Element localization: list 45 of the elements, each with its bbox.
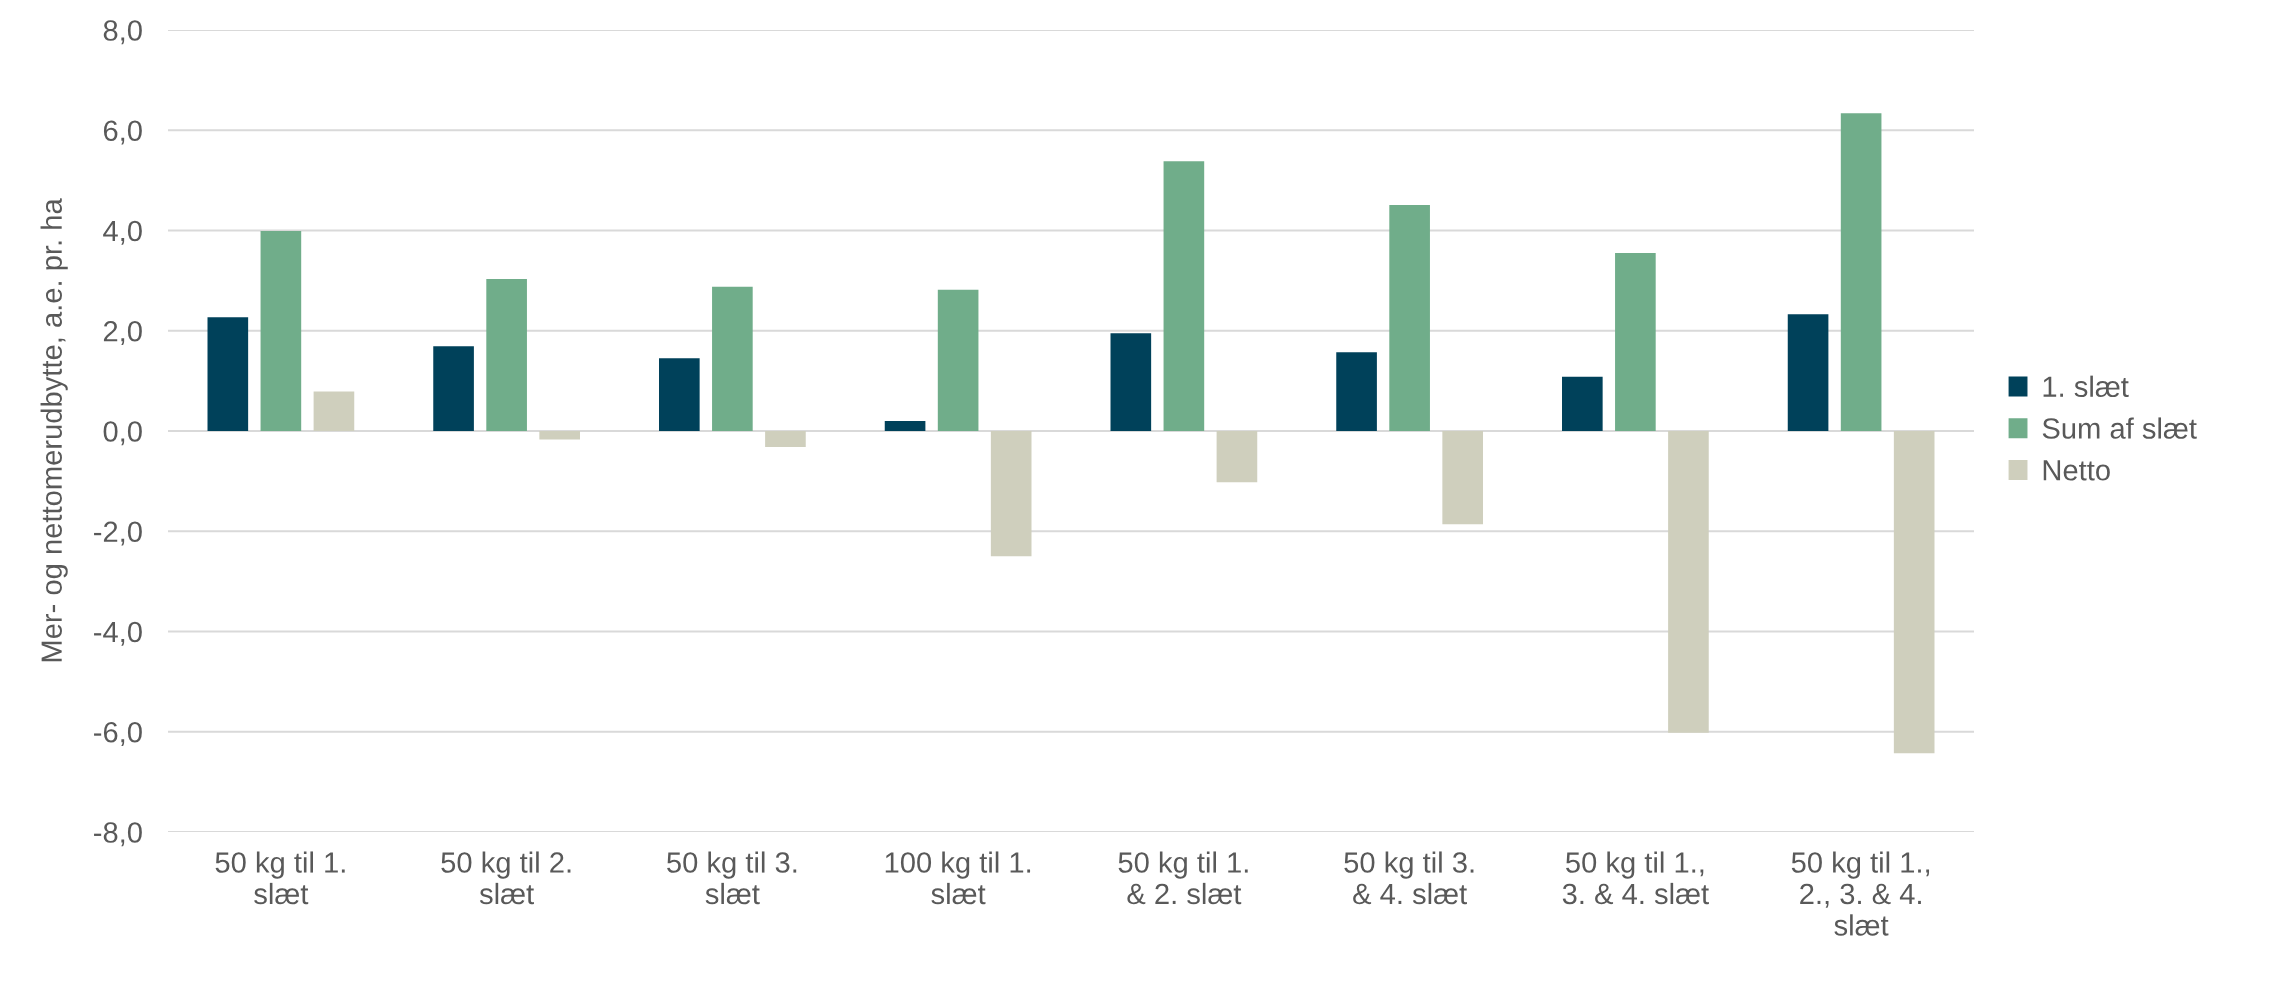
bar bbox=[207, 317, 249, 431]
y-axis-title: Mer- og nettomerudbytte, a.e. pr. ha bbox=[40, 198, 68, 662]
bar bbox=[1163, 161, 1205, 431]
bar bbox=[1615, 253, 1656, 431]
y-tick-label: -2,0 bbox=[94, 521, 142, 546]
bar bbox=[1442, 431, 1483, 525]
bar bbox=[990, 431, 1032, 557]
bar bbox=[937, 289, 979, 431]
bar bbox=[1216, 431, 1258, 483]
y-tick-label: 0,0 bbox=[103, 421, 142, 446]
bar bbox=[313, 391, 355, 431]
bar bbox=[1840, 113, 1882, 431]
bar bbox=[1336, 352, 1377, 431]
bar bbox=[1668, 431, 1709, 733]
x-tick-label: 50 kg til 1. & 2. slæt bbox=[1118, 851, 1248, 905]
bar bbox=[1389, 204, 1430, 431]
legend-label: 1. slæt bbox=[2043, 375, 2129, 398]
bar bbox=[1110, 333, 1152, 431]
bar bbox=[765, 431, 806, 448]
bar bbox=[539, 431, 580, 440]
y-tick-label: -4,0 bbox=[94, 621, 142, 646]
y-tick-label: 8,0 bbox=[103, 20, 142, 45]
y-tick-label: -8,0 bbox=[94, 822, 142, 847]
bar bbox=[260, 231, 302, 431]
y-tick-label: 2,0 bbox=[103, 320, 142, 346]
x-tick-label: 50 kg til 1., 2., 3. & 4. slæt bbox=[1791, 851, 1930, 936]
y-tick-label: 4,0 bbox=[103, 220, 142, 245]
bar bbox=[1562, 376, 1603, 431]
bar bbox=[1787, 314, 1829, 431]
bar bbox=[433, 346, 474, 431]
x-tick-label: 50 kg til 3. slæt bbox=[667, 851, 797, 905]
x-tick-label: 50 kg til 1., 3. & 4. slæt bbox=[1562, 851, 1709, 905]
x-tick-label: 50 kg til 1. slæt bbox=[215, 851, 345, 905]
legend-label: Netto bbox=[2043, 460, 2110, 481]
x-tick-label: 50 kg til 2. slæt bbox=[441, 851, 571, 905]
x-tick-label: 100 kg til 1. slæt bbox=[885, 851, 1031, 905]
x-tick-label: 50 kg til 3. & 4. slæt bbox=[1344, 851, 1474, 905]
legend-label: Sum af slæt bbox=[2042, 417, 2197, 439]
bar bbox=[659, 358, 700, 431]
bar bbox=[884, 420, 926, 431]
y-tick-label: -6,0 bbox=[94, 721, 142, 747]
y-tick-label: 6,0 bbox=[103, 120, 142, 145]
bar bbox=[712, 286, 753, 431]
bar bbox=[486, 279, 527, 431]
bar bbox=[1893, 431, 1935, 754]
